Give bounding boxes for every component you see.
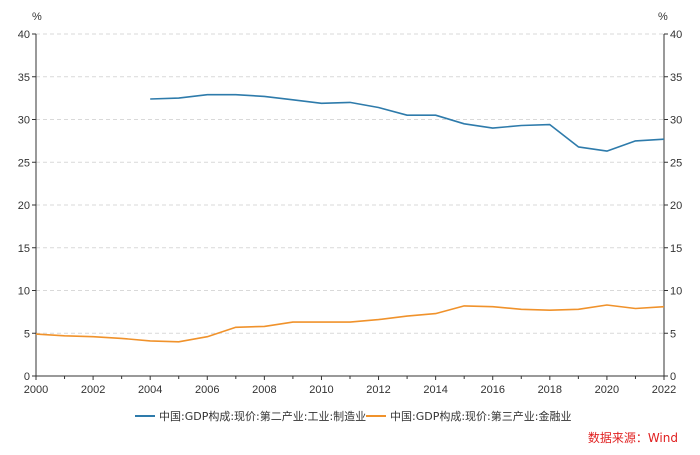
y-axis-right-ticks: 0 5 10 15 20 25 30 35 40 (664, 29, 682, 383)
y-tick-label-right: 5 (670, 328, 676, 340)
source-note: 数据来源：Wind (588, 430, 678, 445)
x-tick-label: 2022 (652, 384, 676, 396)
legend-label-manufacturing: 中国:GDP构成:现价:第二产业:工业:制造业 (159, 409, 366, 423)
y-tick-label-left: 35 (18, 72, 30, 84)
legend-label-finance: 中国:GDP构成:现价:第三产业:金融业 (390, 409, 571, 423)
y-tick-label-left: 25 (18, 157, 30, 169)
y-tick-label-right: 15 (670, 243, 682, 255)
legend: 中国:GDP构成:现价:第二产业:工业:制造业 中国:GDP构成:现价:第三产业… (135, 409, 571, 423)
y-tick-label-left: 20 (18, 200, 30, 212)
y-tick-label-right: 35 (670, 72, 682, 84)
series-lines (35, 93, 665, 343)
x-tick-label: 2012 (366, 384, 390, 396)
y-tick-label-left: 30 (18, 115, 30, 127)
x-tick-label: 2008 (252, 384, 276, 396)
y-tick-label-right: 10 (670, 286, 682, 298)
grid-lines (36, 33, 664, 334)
x-axis-ticks: 2000 2002 2004 2006 2008 2010 2012 2014 2016 2018… (24, 376, 676, 396)
x-tick-label: 2018 (538, 384, 562, 396)
x-tick-label: 2016 (480, 384, 504, 396)
y-tick-label-right: 40 (670, 29, 682, 41)
y-tick-label-left: 15 (18, 243, 30, 255)
x-tick-label: 2006 (195, 384, 219, 396)
y-tick-label-right: 20 (670, 200, 682, 212)
left-unit-label: % (32, 11, 42, 23)
y-axis-left-ticks: 0 5 10 15 20 25 30 35 40 (18, 29, 36, 383)
y-tick-label-right: 25 (670, 157, 682, 169)
x-tick-label: 2020 (595, 384, 619, 396)
y-tick-label-right: 0 (670, 371, 676, 383)
y-tick-label-left: 0 (24, 371, 30, 383)
x-tick-label: 2010 (309, 384, 333, 396)
x-tick-label: 2000 (24, 384, 48, 396)
y-tick-label-right: 30 (670, 115, 682, 127)
series-line-1 (35, 304, 665, 343)
x-tick-label: 2004 (138, 384, 162, 396)
y-tick-label-left: 5 (24, 328, 30, 340)
series-line-0 (150, 93, 665, 152)
x-tick-label: 2002 (81, 384, 105, 396)
right-unit-label: % (658, 11, 668, 23)
y-tick-label-left: 10 (18, 286, 30, 298)
y-tick-label-left: 40 (18, 29, 30, 41)
x-tick-label: 2014 (423, 384, 447, 396)
